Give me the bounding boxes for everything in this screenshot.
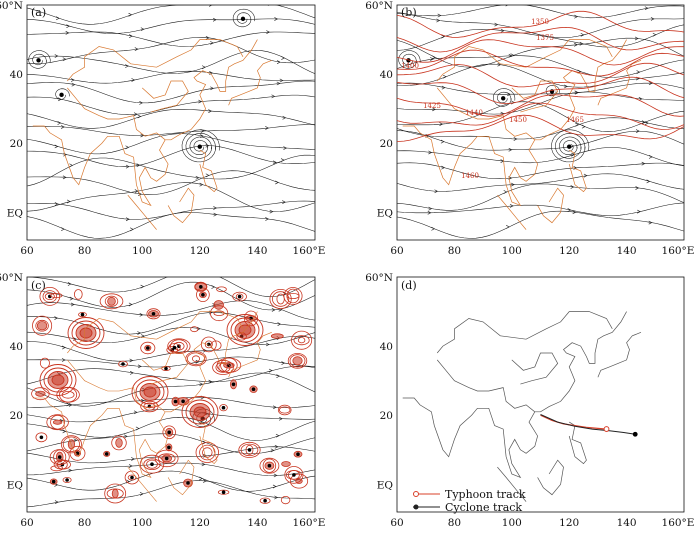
lon-tick-label: 100 — [132, 517, 152, 529]
cyclone-end-marker — [632, 431, 638, 437]
lon-tick-label: 80 — [448, 245, 461, 257]
coastline — [32, 39, 272, 230]
lat-tick-label: EQ — [377, 207, 394, 219]
cyclone-marker — [413, 504, 419, 510]
vortex-center — [36, 58, 41, 63]
legend-cyclone-label: Cyclone track — [445, 501, 522, 514]
panel-c-label: (c) — [31, 279, 46, 292]
lat-tick-label: 20 — [380, 410, 393, 422]
lat-tick-label: 60°N — [0, 272, 23, 284]
legend-typhoon-label: Typhoon track — [445, 488, 526, 501]
lat-tick-label: 20 — [10, 138, 23, 150]
vortex-center — [197, 144, 202, 149]
lon-tick-label: 140 — [247, 245, 267, 257]
lat-tick-label: 40 — [380, 341, 393, 353]
lon-tick-label: 60 — [20, 245, 33, 257]
lon-tick-label: 80 — [448, 517, 461, 529]
lon-tick-label: 60 — [390, 517, 403, 529]
coastline — [402, 39, 642, 230]
panel-b: 1350 1375 1400 1425 1440 1450 1460 1465 (b) — [396, 4, 685, 241]
lat-tick-label: EQ — [7, 479, 24, 491]
contour-label: 1350 — [531, 18, 549, 26]
lon-tick-label: 120 — [190, 245, 210, 257]
lat-tick-label: 20 — [10, 410, 23, 422]
lon-tick-label: 120 — [559, 245, 579, 257]
coastline — [402, 311, 642, 502]
lon-tick-label: 80 — [78, 517, 91, 529]
lon-tick-label: 60 — [20, 517, 33, 529]
vortex-center — [59, 92, 64, 98]
lon-tick-label: 160°E — [293, 245, 326, 257]
vortex-center — [567, 144, 572, 149]
panel-d-label: (d) — [401, 279, 417, 292]
lat-tick-label: 40 — [10, 341, 23, 353]
lat-tick-label: 60°N — [365, 272, 393, 284]
lon-tick-label: 100 — [132, 245, 152, 257]
vortex-center — [240, 16, 246, 22]
lon-tick-label: 80 — [78, 245, 91, 257]
cyclone-track — [540, 414, 636, 435]
contour-label: 1440 — [465, 109, 483, 117]
lon-tick-label: 160°E — [662, 517, 695, 529]
lat-tick-label: 20 — [380, 138, 393, 150]
lon-tick-label: 100 — [502, 245, 522, 257]
coastline — [32, 311, 272, 502]
tracks — [540, 414, 638, 437]
lon-tick-label: 100 — [502, 517, 522, 529]
lat-tick-label: 40 — [10, 69, 23, 81]
panel-c: (c) — [26, 276, 316, 513]
lat-tick-label: 60°N — [0, 0, 23, 12]
lon-tick-label: 60 — [390, 245, 403, 257]
streamlines — [27, 5, 315, 239]
contour-label: 1460 — [461, 172, 479, 180]
contour-label: 1425 — [423, 102, 441, 110]
streamlines — [397, 5, 684, 239]
vortex-center — [500, 96, 506, 101]
lat-tick-label: EQ — [7, 207, 24, 219]
contour-label: 1465 — [566, 116, 584, 124]
typhoon-track — [540, 414, 607, 430]
contour-label: 1450 — [509, 116, 527, 124]
track-legend: Typhoon track Cyclone track — [413, 488, 526, 514]
height-contours: 1350 1375 1400 1425 1440 1450 1460 1465 — [397, 10, 684, 180]
lon-tick-label: 140 — [617, 245, 637, 257]
contour-label: 1400 — [401, 62, 419, 70]
lon-tick-label: 120 — [559, 517, 579, 529]
panel-b-label: (b) — [401, 6, 417, 19]
lon-tick-label: 140 — [247, 517, 267, 529]
contour-label: 1375 — [536, 34, 554, 42]
lon-tick-label: 140 — [617, 517, 637, 529]
lon-tick-label: 160°E — [293, 517, 326, 529]
typhoon-marker — [413, 491, 419, 497]
lon-tick-label: 160°E — [662, 245, 695, 257]
typhoon-end-marker — [603, 426, 610, 432]
panel-a-label: (a) — [31, 6, 46, 19]
lat-tick-label: EQ — [377, 479, 394, 491]
lat-tick-label: 60°N — [365, 0, 393, 12]
panel-a: (a) — [26, 4, 316, 241]
lat-tick-label: 40 — [380, 69, 393, 81]
lon-tick-label: 120 — [190, 517, 210, 529]
panel-d: (d) Typhoon track Cyclone track — [396, 276, 685, 514]
